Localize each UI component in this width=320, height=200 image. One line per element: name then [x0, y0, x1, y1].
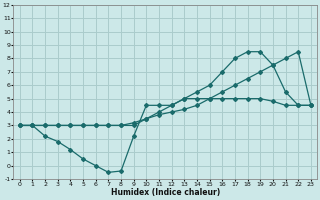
X-axis label: Humidex (Indice chaleur): Humidex (Indice chaleur) — [111, 188, 220, 197]
